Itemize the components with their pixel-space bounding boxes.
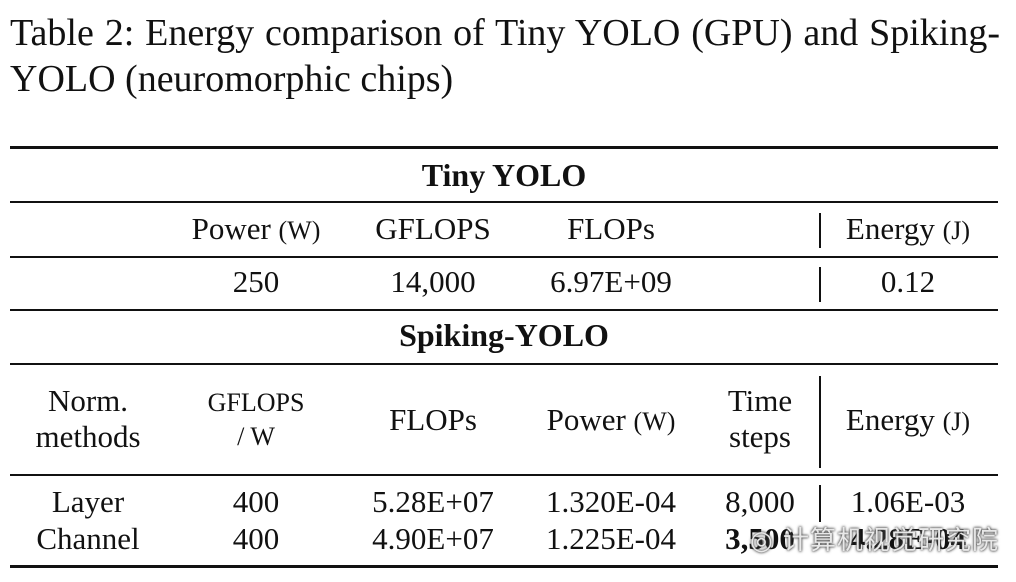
watermark-text: 计算机视觉研究院 bbox=[782, 526, 999, 556]
spiking-row-layer-energy: 1.06E-03 bbox=[850, 484, 966, 519]
tiny-header-power-label: Power bbox=[191, 211, 271, 246]
spiking-header-energy-unit: (J) bbox=[942, 407, 971, 436]
spiking-row-channel-energy: 4.28E-04 bbox=[849, 521, 967, 556]
wechat-icon: ◎ bbox=[750, 526, 774, 556]
top-rule bbox=[10, 146, 998, 149]
rule-below-tiny-header bbox=[10, 256, 998, 258]
separator-spiking-header bbox=[819, 376, 821, 468]
tiny-header-power: Power (W) bbox=[192, 211, 321, 249]
separator-spiking-rows bbox=[819, 485, 821, 522]
tiny-row-gflops: 14,000 bbox=[390, 264, 476, 299]
spiking-row-layer-time-steps: 8,000 bbox=[725, 484, 795, 519]
tiny-header-energy: Energy (J) bbox=[846, 211, 970, 249]
tiny-row-power: 250 bbox=[232, 264, 280, 299]
spiking-header-gflops-line2: / W bbox=[237, 422, 275, 451]
spiking-header-flops: FLOPs bbox=[389, 402, 477, 437]
spiking-row-layer-flops: 5.28E+07 bbox=[372, 484, 494, 519]
rule-below-tiny-row bbox=[10, 309, 998, 311]
bottom-rule bbox=[10, 565, 998, 568]
spiking-header-power: Power (W) bbox=[547, 402, 676, 440]
rule-below-spiking-title bbox=[10, 363, 998, 365]
spiking-header-power-label: Power bbox=[546, 402, 626, 437]
watermark: ◎ 计算机视觉研究院 bbox=[750, 520, 999, 557]
spiking-header-time-steps: Time steps bbox=[728, 383, 792, 455]
spiking-header-energy-label: Energy bbox=[845, 402, 935, 437]
spiking-header-gflops-per-w: GFLOPS / W bbox=[208, 386, 305, 454]
tiny-row-flops: 6.97E+09 bbox=[550, 264, 672, 299]
spiking-row-channel-flops: 4.90E+07 bbox=[372, 521, 494, 556]
spiking-header-norm-line1: Norm. bbox=[47, 383, 129, 418]
separator-tiny-row bbox=[819, 267, 821, 302]
spiking-row-layer-gflops-w: 400 bbox=[232, 484, 280, 519]
spiking-row-channel-power: 1.225E-04 bbox=[545, 521, 677, 556]
rule-below-spiking-header bbox=[10, 474, 998, 476]
tiny-header-flops: FLOPs bbox=[567, 211, 655, 246]
spiking-header-energy: Energy (J) bbox=[846, 402, 970, 440]
spiking-yolo-title: Spiking-YOLO bbox=[399, 317, 609, 353]
spiking-header-time-line2: steps bbox=[729, 419, 791, 454]
tiny-header-energy-label: Energy bbox=[845, 211, 935, 246]
tiny-header-gflops: GFLOPS bbox=[375, 211, 491, 246]
separator-tiny-header bbox=[819, 213, 821, 248]
spiking-row-channel-method: Channel bbox=[36, 521, 140, 556]
table-caption: Table 2: Energy comparison of Tiny YOLO … bbox=[10, 12, 1000, 100]
spiking-row-layer-power: 1.320E-04 bbox=[545, 484, 677, 519]
spiking-row-layer-method: Layer bbox=[51, 484, 125, 519]
spiking-header-power-unit: (W) bbox=[633, 407, 676, 436]
tiny-yolo-title: Tiny YOLO bbox=[421, 157, 587, 193]
tiny-row-energy: 0.12 bbox=[880, 264, 936, 299]
spiking-header-time-line1: Time bbox=[727, 383, 793, 418]
rule-below-tiny-title bbox=[10, 201, 998, 203]
tiny-header-energy-unit: (J) bbox=[942, 216, 971, 245]
spiking-row-channel-time-steps: 3,500 bbox=[725, 521, 795, 556]
tiny-header-power-unit: (W) bbox=[278, 216, 321, 245]
spiking-header-norm-line2: methods bbox=[35, 419, 141, 454]
spiking-row-channel-gflops-w: 400 bbox=[232, 521, 280, 556]
spiking-header-gflops-line1: GFLOPS bbox=[207, 388, 305, 417]
spiking-header-norm-methods: Norm. methods bbox=[35, 383, 140, 455]
